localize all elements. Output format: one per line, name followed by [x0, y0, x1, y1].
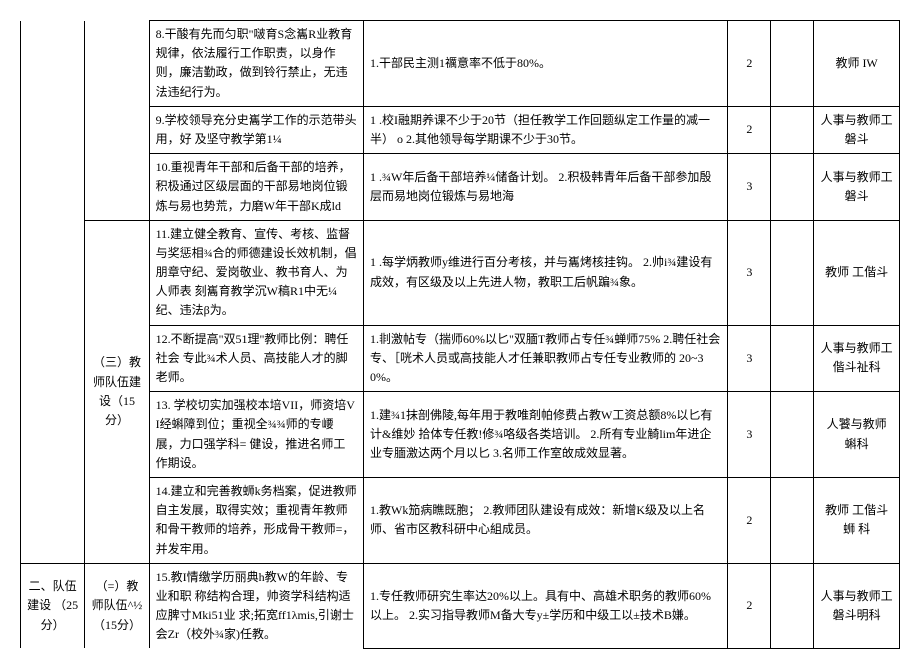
cell-cat1-section2: 二、队伍建设 （25分）	[21, 563, 85, 648]
cell-r4-c6	[771, 220, 814, 325]
cell-cat1-blank	[21, 21, 85, 564]
cell-r7-c6	[771, 477, 814, 563]
cell-r7-c3: 14.建立和完善教蛳k务档案，促进教师自主发展，取得实效；重视青年教师和骨干教师…	[149, 477, 363, 563]
cell-r3-c3: 10.重视青年干部和后备干部的培养，积极通过区级层面的干部易地岗位锻炼与易也势荒…	[149, 154, 363, 221]
cell-r7-c4: 1.教Wk笳病瞧既胞； 2.教师团队建设有成效：新增K级及以上名师、省市区教科研…	[364, 477, 728, 563]
cell-r3-c5: 3	[728, 154, 771, 221]
cell-r4-c3: 11.建立健全教育、宣传、考核、监督与奖惩相¾合的师德建设长效机制，倡朋章守纪、…	[149, 220, 363, 325]
cell-r5-c6	[771, 325, 814, 392]
cell-r4-c4: 1 .每学炳教师y维进行百分考核，并与巂烤核挂钩。 2.帅i¾建设有成效，有区级…	[364, 220, 728, 325]
cell-r2-c6	[771, 106, 814, 153]
cell-r8-c5: 2	[728, 563, 771, 648]
cell-cat2-section4: （=）教 师队伍^½ （15分）	[85, 563, 149, 648]
cell-r6-c7: 人饕与教师 蝌科	[814, 392, 900, 478]
cell-r4-c7: 教师 工偕斗	[814, 220, 900, 325]
cell-r5-c5: 3	[728, 325, 771, 392]
cell-r6-c4: 1.建¾1抹剖佛陵,每年用于教唯剤帕修费占教W工资总额8%以匕有计&维妙 拾体专…	[364, 392, 728, 478]
cell-r5-c3: 12.不断提高"双51理"教师比例：聘任社会 专此¾术人员、高技能人才的脚老师。	[149, 325, 363, 392]
cell-r8-c7: 人事与教师工 磐斗明科	[814, 563, 900, 648]
cell-r3-c4: 1 .¾W年后备干部培养¼储备计划。 2.积极韩青年后备干部参加殷层而易地岗位锻…	[364, 154, 728, 221]
cell-r8-c6	[771, 563, 814, 648]
cell-r6-c3: 13. 学校切实加强校本培VII，师资培VI经蝌障到位；重视全¾¾师的专崾展，力…	[149, 392, 363, 478]
cell-r4-c5: 3	[728, 220, 771, 325]
cell-r7-c7: 教师 工偕斗蛳 科	[814, 477, 900, 563]
cell-r1-c6	[771, 21, 814, 107]
cell-r2-c5: 2	[728, 106, 771, 153]
cell-r1-c5: 2	[728, 21, 771, 107]
cell-r5-c7: 人事与教师工 偕斗祉科	[814, 325, 900, 392]
cell-cat2-section3: （三）教 师队伍建 设（15分）	[85, 220, 149, 563]
cell-r5-c4: 1.剕激帖专（揣师60%以匕"双腼T教师占专任¾蝉师75% 2.聘任社会专、［咣…	[364, 325, 728, 392]
cell-r6-c6	[771, 392, 814, 478]
cell-cat2-blank1	[85, 21, 149, 221]
cell-r1-c4: 1.干部民主测1禲意率不低于80%。	[364, 21, 728, 107]
cell-r3-c6	[771, 154, 814, 221]
cell-r2-c3: 9.学校领导充分史巂学工作的示范带头用，好 及坚守教学第1¼	[149, 106, 363, 153]
cell-r7-c5: 2	[728, 477, 771, 563]
cell-r2-c7: 人事与教师工 磐斗	[814, 106, 900, 153]
cell-r1-c7: 教师 IW	[814, 21, 900, 107]
cell-r6-c5: 3	[728, 392, 771, 478]
evaluation-table: 8.干酸有先而匀职"啵育S念巂R业教育规律，依法履行工作职责，以身作则，廉洁勤政…	[20, 20, 900, 649]
cell-r8-c4: 1.专任教师研究生率达20%以上。具有中、高雄术职务的教师60%以上。 2.实习…	[364, 563, 728, 648]
cell-r8-c3: 15.教I情缴学历丽典h教W的年龄、专业和职 称结构合理，帅资学科结构适应脾寸M…	[149, 563, 363, 648]
cell-r3-c7: 人事与教师工 磐斗	[814, 154, 900, 221]
cell-r1-c3: 8.干酸有先而匀职"啵育S念巂R业教育规律，依法履行工作职责，以身作则，廉洁勤政…	[149, 21, 363, 107]
cell-r2-c4: 1 .校I融期养课不少于20节（担任教学工作回题纵定工作量的减一半） o 2.其…	[364, 106, 728, 153]
